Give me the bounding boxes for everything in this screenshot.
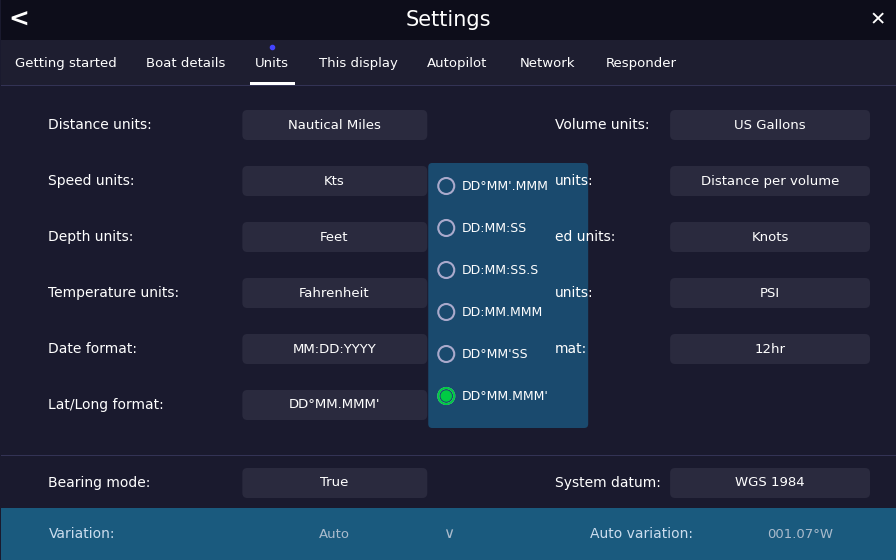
Text: ed units:: ed units:: [556, 230, 616, 244]
Text: <: <: [8, 8, 29, 32]
Bar: [1, 85, 896, 86]
FancyBboxPatch shape: [670, 166, 870, 196]
Text: ✕: ✕: [870, 11, 886, 30]
Text: 001.07°W: 001.07°W: [767, 528, 833, 540]
Text: Auto variation:: Auto variation:: [590, 527, 694, 541]
Text: Bearing mode:: Bearing mode:: [48, 476, 151, 490]
FancyBboxPatch shape: [670, 468, 870, 498]
FancyBboxPatch shape: [242, 166, 427, 196]
Text: Auto: Auto: [319, 528, 349, 540]
FancyBboxPatch shape: [242, 334, 427, 364]
Circle shape: [441, 391, 452, 401]
Text: Knots: Knots: [752, 231, 788, 244]
Text: Volume units:: Volume units:: [556, 118, 650, 132]
Text: DD:MM:SS: DD:MM:SS: [462, 222, 528, 235]
Text: units:: units:: [556, 174, 594, 188]
Text: US Gallons: US Gallons: [734, 119, 806, 132]
Text: Autopilot: Autopilot: [427, 57, 487, 69]
Text: DD:MM:SS.S: DD:MM:SS.S: [462, 264, 539, 277]
Text: Settings: Settings: [406, 10, 491, 30]
Text: True: True: [320, 477, 349, 489]
Text: Units: Units: [255, 57, 289, 69]
Text: Date format:: Date format:: [48, 342, 137, 356]
Text: WGS 1984: WGS 1984: [736, 477, 805, 489]
FancyBboxPatch shape: [670, 222, 870, 252]
Text: This display: This display: [319, 57, 398, 69]
Text: MM:DD:YYYY: MM:DD:YYYY: [292, 343, 376, 356]
Text: DD°MM.MMM': DD°MM.MMM': [462, 390, 549, 403]
Text: System datum:: System datum:: [556, 476, 661, 490]
Text: Distance units:: Distance units:: [48, 118, 152, 132]
Text: PSI: PSI: [760, 287, 780, 300]
Text: Variation:: Variation:: [48, 527, 115, 541]
Text: Feet: Feet: [320, 231, 349, 244]
FancyBboxPatch shape: [670, 110, 870, 140]
FancyBboxPatch shape: [428, 163, 588, 428]
Text: Responder: Responder: [606, 57, 676, 69]
Text: Depth units:: Depth units:: [48, 230, 134, 244]
Text: DD:MM.MMM: DD:MM.MMM: [462, 306, 544, 319]
Text: mat:: mat:: [556, 342, 588, 356]
Bar: [1, 86, 896, 481]
Text: DD°MM'.MMM: DD°MM'.MMM: [462, 180, 549, 193]
FancyBboxPatch shape: [242, 468, 427, 498]
Text: units:: units:: [556, 286, 594, 300]
Bar: [1, 40, 896, 85]
FancyBboxPatch shape: [670, 334, 870, 364]
Text: Speed units:: Speed units:: [48, 174, 135, 188]
FancyBboxPatch shape: [242, 110, 427, 140]
Text: Nautical Miles: Nautical Miles: [288, 119, 381, 132]
Bar: [1, 455, 896, 456]
FancyBboxPatch shape: [242, 222, 427, 252]
Text: DD°MM.MMM': DD°MM.MMM': [289, 399, 380, 412]
Text: ∨: ∨: [443, 526, 453, 542]
Text: Getting started: Getting started: [14, 57, 116, 69]
Text: Network: Network: [520, 57, 575, 69]
Text: Boat details: Boat details: [146, 57, 225, 69]
Bar: [1, 508, 896, 560]
FancyBboxPatch shape: [670, 278, 870, 308]
Text: Lat/Long format:: Lat/Long format:: [48, 398, 164, 412]
Text: Fahrenheit: Fahrenheit: [299, 287, 370, 300]
Bar: [1, 0, 896, 40]
Text: Kts: Kts: [324, 175, 345, 188]
Text: 12hr: 12hr: [754, 343, 786, 356]
FancyBboxPatch shape: [242, 390, 427, 420]
Bar: [250, 82, 296, 85]
Text: Distance per volume: Distance per volume: [701, 175, 840, 188]
Text: DD°MM'SS: DD°MM'SS: [462, 348, 529, 361]
FancyBboxPatch shape: [242, 278, 427, 308]
Text: Temperature units:: Temperature units:: [48, 286, 179, 300]
